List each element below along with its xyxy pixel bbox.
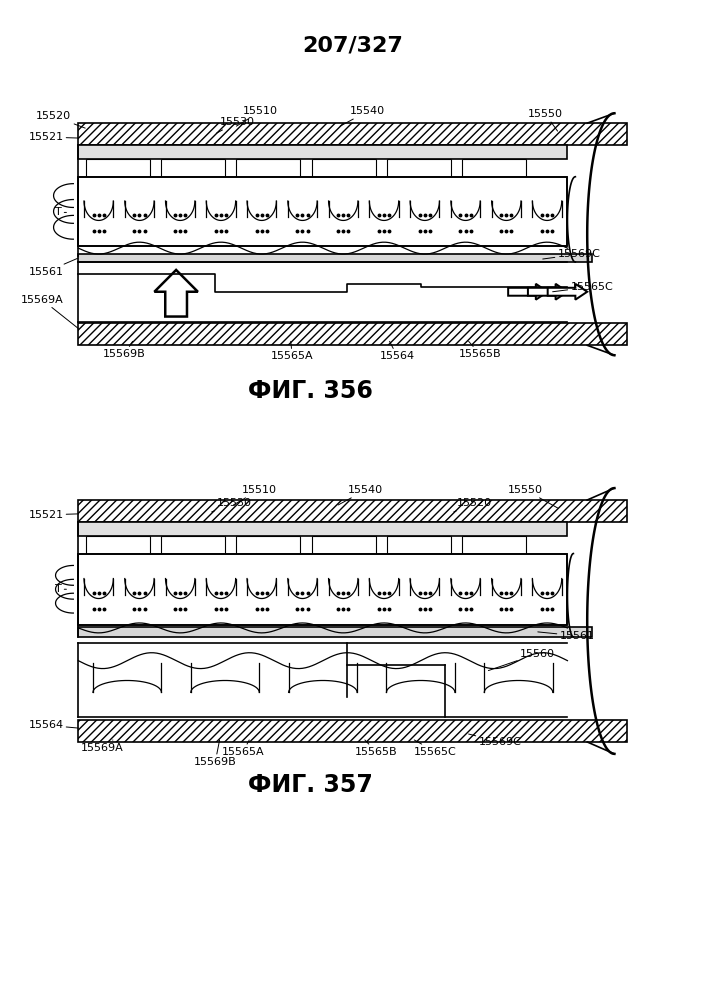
Text: 15560: 15560 <box>489 649 555 671</box>
Text: 15569C: 15569C <box>469 734 521 747</box>
Bar <box>387 159 451 177</box>
Bar <box>78 522 568 536</box>
Text: 15565C: 15565C <box>553 282 613 292</box>
Text: 15565B: 15565B <box>459 341 501 359</box>
FancyArrow shape <box>548 284 588 300</box>
Text: 15521: 15521 <box>28 132 78 142</box>
Bar <box>78 177 568 246</box>
Bar <box>161 536 225 554</box>
Text: 15569A: 15569A <box>21 295 78 328</box>
Bar <box>78 123 626 145</box>
Bar <box>78 500 626 522</box>
Bar <box>78 254 592 262</box>
Bar <box>78 554 568 625</box>
Bar <box>387 536 451 554</box>
Bar <box>312 159 375 177</box>
Bar <box>236 536 300 554</box>
Text: ФИГ. 356: ФИГ. 356 <box>248 379 373 403</box>
Text: 15561: 15561 <box>28 258 78 277</box>
Text: 15510: 15510 <box>233 485 276 505</box>
FancyArrow shape <box>508 284 548 300</box>
FancyArrow shape <box>528 284 568 300</box>
Bar <box>86 536 150 554</box>
Text: 15520: 15520 <box>36 111 86 128</box>
Text: 15540: 15540 <box>340 106 385 126</box>
Text: 15510: 15510 <box>236 106 279 126</box>
Bar <box>462 159 526 177</box>
Text: 15565B: 15565B <box>355 740 397 757</box>
Bar <box>78 145 568 159</box>
Text: 15550: 15550 <box>508 485 558 508</box>
Text: T: T <box>54 207 66 217</box>
Text: 15564: 15564 <box>28 720 78 730</box>
Text: 15564: 15564 <box>380 341 415 361</box>
Text: 15569B: 15569B <box>194 740 237 767</box>
Bar <box>78 177 568 246</box>
Text: 15520: 15520 <box>454 498 492 512</box>
Text: 15530: 15530 <box>216 117 255 133</box>
FancyArrow shape <box>154 270 198 317</box>
Text: ФИГ. 357: ФИГ. 357 <box>248 773 373 797</box>
Text: 15569B: 15569B <box>103 341 146 359</box>
Text: 15561: 15561 <box>538 631 595 641</box>
Bar <box>78 554 568 625</box>
Bar <box>462 536 526 554</box>
Text: 15530: 15530 <box>211 498 252 512</box>
Text: 15569C: 15569C <box>543 249 600 259</box>
Text: 15569A: 15569A <box>81 740 124 753</box>
Text: 15565C: 15565C <box>414 740 457 757</box>
Bar <box>161 159 225 177</box>
Bar <box>78 323 626 345</box>
Text: 15565A: 15565A <box>271 341 314 361</box>
Bar <box>86 159 150 177</box>
Text: 15540: 15540 <box>338 485 383 505</box>
Bar <box>78 627 592 637</box>
Text: 15550: 15550 <box>528 109 563 131</box>
Bar <box>78 720 626 742</box>
Text: T: T <box>54 584 66 594</box>
Text: 15521: 15521 <box>28 510 78 520</box>
Bar <box>312 536 375 554</box>
Text: 207/327: 207/327 <box>303 36 404 56</box>
Bar <box>236 159 300 177</box>
Text: 15565A: 15565A <box>221 740 264 757</box>
